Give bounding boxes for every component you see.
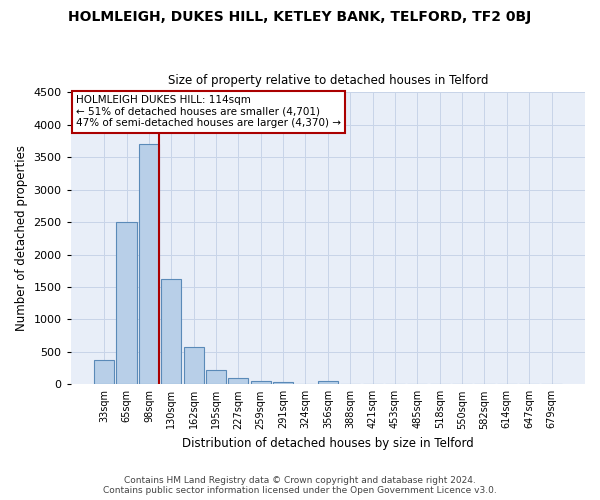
Bar (161, 279, 181, 384)
Text: Contains HM Land Registry data © Crown copyright and database right 2024.
Contai: Contains HM Land Registry data © Crown c… (103, 476, 497, 495)
Bar (184, 347, 203, 385)
Bar (206, 370, 226, 384)
Bar (116, 222, 137, 384)
Bar (94, 360, 114, 384)
Bar (139, 144, 159, 384)
Bar (251, 380, 271, 384)
Text: HOLMLEIGH, DUKES HILL, KETLEY BANK, TELFORD, TF2 0BJ: HOLMLEIGH, DUKES HILL, KETLEY BANK, TELF… (68, 10, 532, 24)
Text: HOLMLEIGH DUKES HILL: 114sqm
← 51% of detached houses are smaller (4,701)
47% of: HOLMLEIGH DUKES HILL: 114sqm ← 51% of de… (76, 96, 341, 128)
Bar (273, 382, 293, 384)
Bar (229, 378, 248, 384)
Y-axis label: Number of detached properties: Number of detached properties (15, 146, 28, 332)
X-axis label: Distribution of detached houses by size in Telford: Distribution of detached houses by size … (182, 437, 474, 450)
Title: Size of property relative to detached houses in Telford: Size of property relative to detached ho… (167, 74, 488, 87)
Bar (318, 380, 338, 384)
